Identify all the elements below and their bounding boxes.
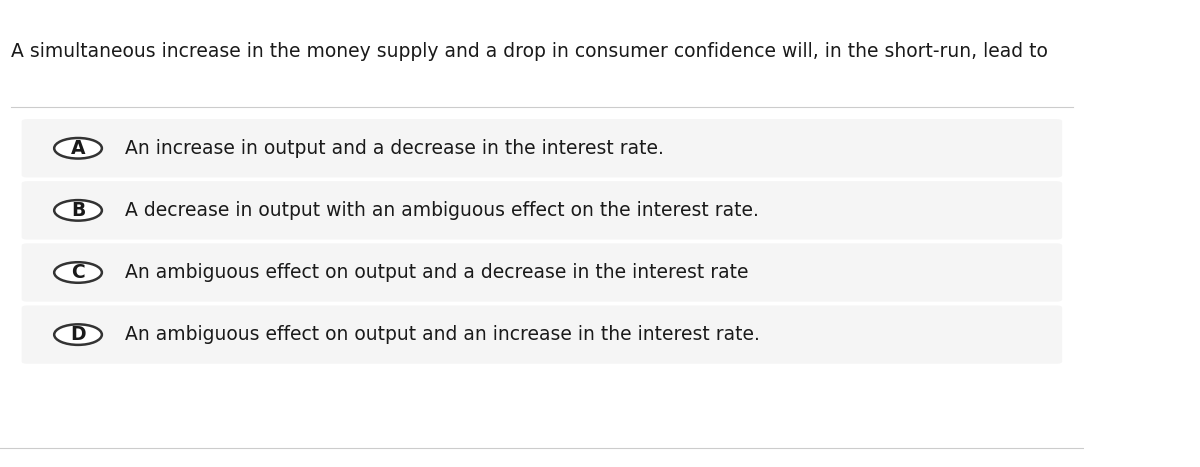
FancyBboxPatch shape — [22, 305, 1062, 364]
Text: An increase in output and a decrease in the interest rate.: An increase in output and a decrease in … — [125, 139, 664, 158]
Circle shape — [54, 324, 102, 345]
Circle shape — [54, 200, 102, 221]
Text: C: C — [71, 263, 85, 282]
Text: A decrease in output with an ambiguous effect on the interest rate.: A decrease in output with an ambiguous e… — [125, 201, 758, 220]
Text: An ambiguous effect on output and a decrease in the interest rate: An ambiguous effect on output and a decr… — [125, 263, 748, 282]
Circle shape — [54, 138, 102, 158]
Text: A: A — [71, 139, 85, 158]
Circle shape — [54, 262, 102, 283]
Text: A simultaneous increase in the money supply and a drop in consumer confidence wi: A simultaneous increase in the money sup… — [11, 42, 1048, 61]
Text: B: B — [71, 201, 85, 220]
FancyBboxPatch shape — [22, 243, 1062, 302]
Text: D: D — [71, 325, 86, 344]
Text: An ambiguous effect on output and an increase in the interest rate.: An ambiguous effect on output and an inc… — [125, 325, 760, 344]
FancyBboxPatch shape — [22, 119, 1062, 177]
FancyBboxPatch shape — [22, 181, 1062, 240]
